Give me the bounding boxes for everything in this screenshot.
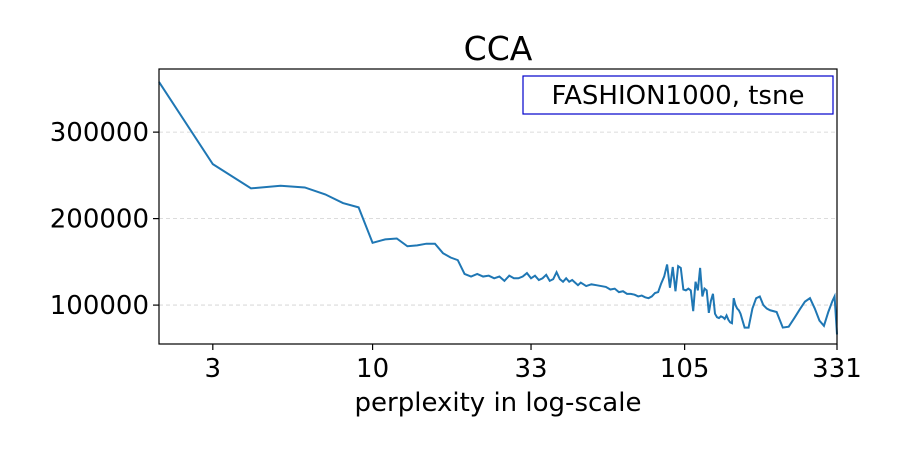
- y-axis: 100000 200000 300000: [50, 118, 159, 321]
- grid-lines: [159, 131, 837, 306]
- annotation-box: FASHION1000, tsne: [522, 75, 834, 115]
- annotation-text: FASHION1000, tsne: [552, 81, 805, 111]
- annotation-border: [522, 75, 834, 115]
- y-tick-label: 100000: [50, 291, 149, 321]
- y-tick-label: 200000: [50, 205, 149, 235]
- plot-frame: [158, 68, 838, 345]
- x-axis: 3 10 33 105 331: [205, 344, 862, 384]
- x-tick-label: 105: [660, 354, 710, 384]
- chart-title: CCA: [464, 29, 533, 68]
- x-tick-label: 33: [514, 354, 547, 384]
- x-tick-label: 10: [356, 354, 389, 384]
- x-tick-label: 3: [205, 354, 222, 384]
- series-line: [158, 81, 838, 335]
- x-axis-title: perplexity in log-scale: [355, 388, 642, 418]
- y-tick-label: 300000: [50, 118, 149, 148]
- x-tick-label: 331: [812, 354, 862, 384]
